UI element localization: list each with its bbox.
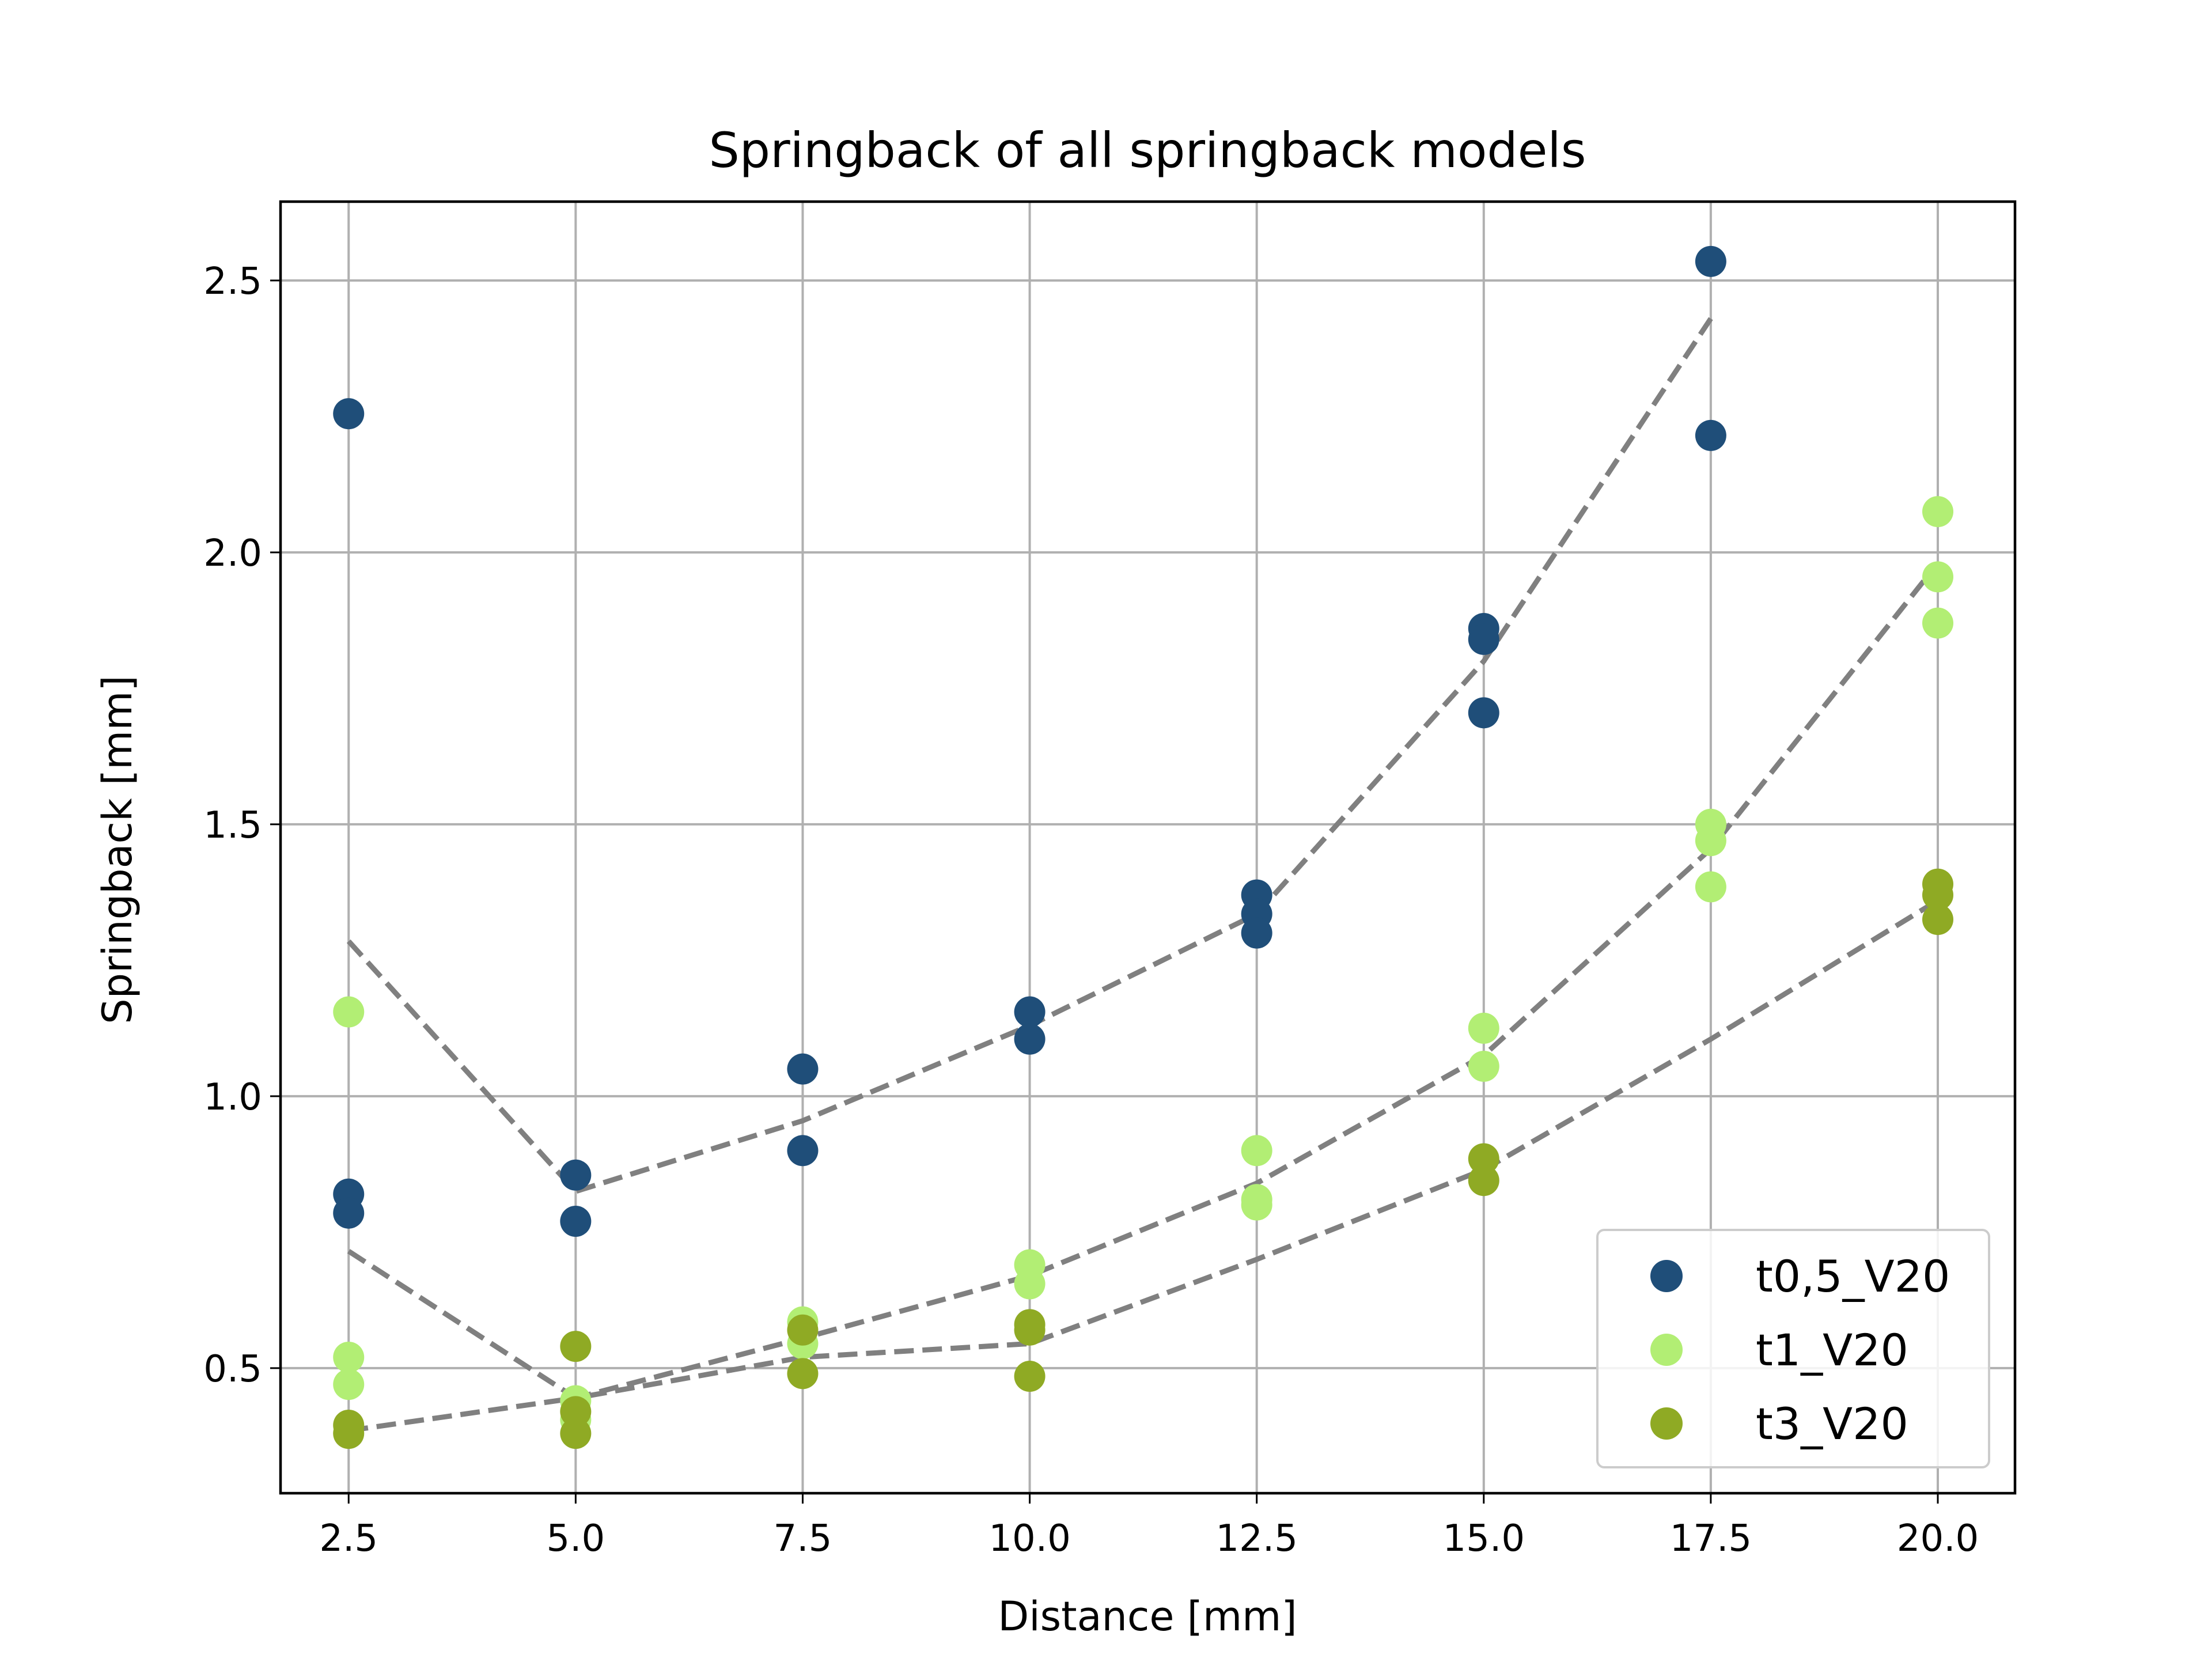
data-points xyxy=(333,245,1954,1449)
data-point xyxy=(1241,917,1272,949)
data-point xyxy=(560,1331,592,1362)
data-point xyxy=(1922,607,1954,639)
data-point xyxy=(333,1342,365,1373)
axis-ticks: 2.5 5.0 7.5 10.0 12.5 15.0 17.5 20.0 0.5 1.0 1.5 2.… xyxy=(203,260,1979,1560)
data-point xyxy=(1014,1314,1046,1346)
x-axis-label: Distance [mm] xyxy=(998,1593,1297,1640)
data-point xyxy=(333,1197,365,1229)
x-tick-label: 10.0 xyxy=(988,1517,1071,1560)
data-point xyxy=(1695,825,1726,857)
data-point xyxy=(560,1418,592,1449)
legend: t0,5_V20 t1_V20 t3_V20 xyxy=(1596,1229,1990,1468)
data-point xyxy=(1468,623,1499,655)
data-point xyxy=(1922,904,1954,936)
dashed-fit-line xyxy=(348,561,1940,1433)
series-t3-v20 xyxy=(333,868,1954,1449)
data-point xyxy=(1468,1143,1499,1175)
data-point xyxy=(787,1053,819,1085)
data-point xyxy=(1695,871,1726,903)
data-point xyxy=(1014,996,1046,1028)
data-point xyxy=(333,398,365,430)
legend-label: t1_V20 xyxy=(1756,1324,1908,1376)
legend-marker xyxy=(1650,1260,1683,1292)
data-point xyxy=(1468,1165,1499,1197)
data-point xyxy=(1922,561,1954,593)
chart-title: Springback of all springback models xyxy=(709,122,1586,179)
x-tick-label: 5.0 xyxy=(546,1517,605,1560)
data-point xyxy=(787,1314,819,1346)
x-tick-label: 17.5 xyxy=(1670,1517,1752,1560)
y-axis-label: Springback [mm] xyxy=(94,675,141,1024)
x-tick-label: 2.5 xyxy=(319,1517,378,1560)
legend-label: t0,5_V20 xyxy=(1756,1251,1950,1302)
data-point xyxy=(1922,879,1954,911)
data-point xyxy=(333,1418,365,1449)
data-point xyxy=(1241,1189,1272,1221)
y-tick-label: 1.0 xyxy=(203,1076,262,1119)
data-point xyxy=(560,1159,592,1191)
legend-marker xyxy=(1650,1407,1683,1440)
series-t0-5-v20 xyxy=(333,245,1726,1237)
legend-marker xyxy=(1650,1334,1683,1366)
data-point xyxy=(1014,1268,1046,1300)
data-point xyxy=(787,1135,819,1167)
data-point xyxy=(560,1206,592,1237)
data-point xyxy=(1468,1050,1499,1082)
data-point xyxy=(333,1369,365,1400)
data-point xyxy=(333,996,365,1028)
y-tick-label: 0.5 xyxy=(203,1348,262,1391)
data-point xyxy=(1695,419,1726,451)
data-point xyxy=(1695,245,1726,277)
data-point xyxy=(1468,1012,1499,1044)
data-point xyxy=(560,1396,592,1428)
x-tick-label: 20.0 xyxy=(1897,1517,1979,1560)
x-tick-label: 15.0 xyxy=(1443,1517,1525,1560)
dashed-fit-line xyxy=(347,898,1940,1401)
data-point xyxy=(787,1358,819,1390)
data-point xyxy=(1014,1023,1046,1055)
legend-box xyxy=(1596,1229,1990,1468)
data-point xyxy=(1922,496,1954,528)
data-point xyxy=(1014,1361,1046,1392)
x-tick-label: 7.5 xyxy=(774,1517,832,1560)
x-tick-label: 12.5 xyxy=(1215,1517,1298,1560)
y-tick-label: 1.5 xyxy=(203,804,262,847)
data-point xyxy=(1241,1135,1272,1167)
y-tick-label: 2.0 xyxy=(203,532,262,575)
legend-label: t3_V20 xyxy=(1756,1398,1908,1449)
y-tick-label: 2.5 xyxy=(203,260,262,303)
data-point xyxy=(1468,697,1499,729)
plot-frame xyxy=(279,200,2017,1495)
